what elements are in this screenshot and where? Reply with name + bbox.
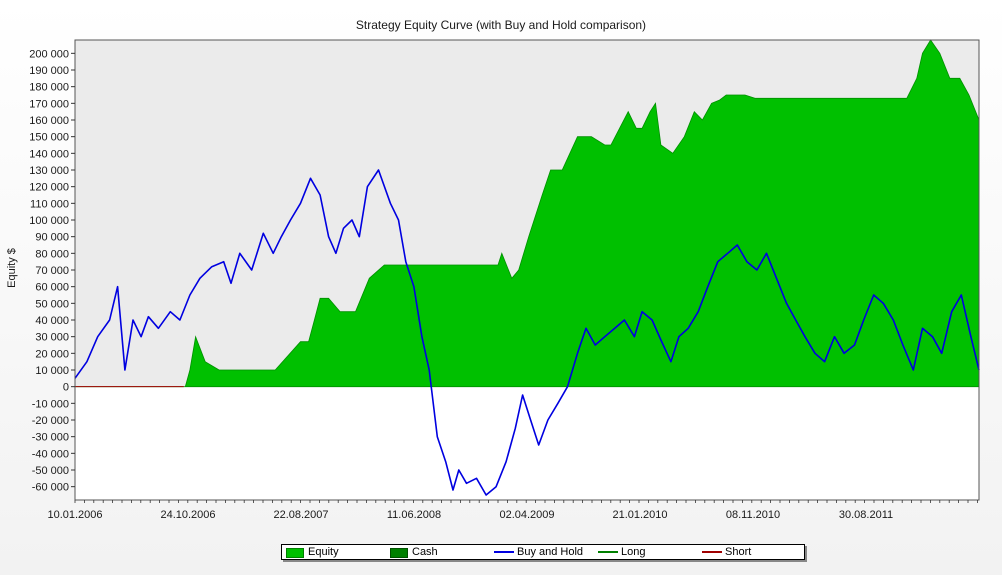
- legend-label-short: Short: [725, 546, 752, 558]
- y-tick-label: 130 000: [29, 165, 69, 177]
- y-tick-label: 20 000: [35, 348, 69, 360]
- equity-area: [74, 39, 980, 388]
- y-tick-label: 150 000: [29, 132, 69, 144]
- y-tick-label: 80 000: [35, 248, 69, 260]
- y-tick-label: 160 000: [29, 115, 69, 127]
- y-tick-label: 60 000: [35, 282, 69, 294]
- plot-area-bottom: [75, 386, 979, 500]
- y-tick-label: -10 000: [32, 398, 69, 410]
- y-tick-label: -60 000: [32, 482, 69, 494]
- x-tick-label: 02.04.2009: [499, 509, 554, 521]
- legend: Equity Cash Buy and Hold Long Short: [281, 544, 805, 560]
- x-axis: 10.01.2006 24.10.2006 22.08.2007 11.06.2008…: [47, 500, 978, 521]
- y-tick-label: -30 000: [32, 432, 69, 444]
- y-tick-label: -20 000: [32, 415, 69, 427]
- x-tick-label: 10.01.2006: [47, 509, 102, 521]
- legend-line-short: [702, 551, 722, 553]
- x-tick-label: 30.08.2011: [839, 509, 893, 521]
- y-tick-label: -40 000: [32, 448, 69, 460]
- y-tick-label: 200 000: [29, 48, 69, 60]
- y-tick-label: 170 000: [29, 98, 69, 110]
- legend-label-long: Long: [621, 546, 646, 558]
- y-tick-label: 100 000: [29, 215, 69, 227]
- y-tick-label: 40 000: [35, 315, 69, 327]
- y-tick-label: 110 000: [30, 198, 69, 210]
- y-tick-label: -50 000: [32, 465, 69, 477]
- y-axis: 200 000 190 000 180 000 170 000 160 000 150 0…: [29, 48, 75, 494]
- equity-area-group: [74, 39, 980, 388]
- y-tick-label: 50 000: [35, 298, 69, 310]
- legend-label-cash: Cash: [412, 546, 438, 558]
- x-tick-label: 11.06.2008: [387, 509, 441, 521]
- y-tick-label: 0: [63, 382, 69, 394]
- x-tick-label: 22.08.2007: [273, 509, 328, 521]
- y-tick-label: 120 000: [29, 182, 69, 194]
- lines-group: [74, 169, 980, 496]
- y-tick-label: 70 000: [35, 265, 69, 277]
- y-tick-label: 10 000: [35, 365, 69, 377]
- legend-line-buy-and-hold: [494, 551, 514, 553]
- y-tick-label: 180 000: [29, 82, 69, 94]
- x-tick-label: 24.10.2006: [160, 509, 215, 521]
- legend-swatch-equity: [286, 548, 304, 558]
- legend-label-buy-and-hold: Buy and Hold: [517, 546, 584, 558]
- legend-label-equity: Equity: [308, 546, 339, 558]
- buy-and-hold-line: [74, 169, 980, 496]
- x-tick-label: 21.01.2010: [612, 509, 667, 521]
- x-tick-label: 08.11.2010: [726, 509, 780, 521]
- y-tick-label: 30 000: [35, 332, 69, 344]
- legend-line-long: [598, 551, 618, 553]
- chart-title: Strategy Equity Curve (with Buy and Hold…: [355, 18, 647, 32]
- legend-swatch-cash: [390, 548, 408, 558]
- y-tick-label: 90 000: [35, 232, 69, 244]
- y-tick-label: 140 000: [29, 148, 69, 160]
- y-tick-label: 190 000: [29, 65, 69, 77]
